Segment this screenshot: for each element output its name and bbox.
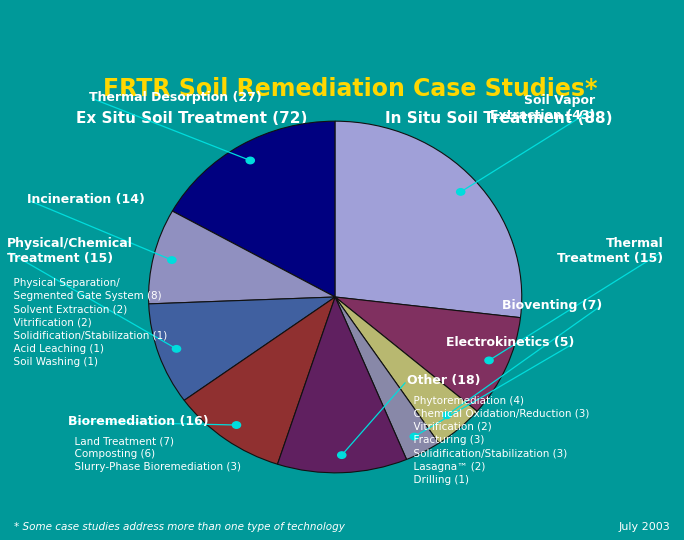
- Text: Thermal Desorption (27): Thermal Desorption (27): [89, 91, 262, 104]
- Wedge shape: [278, 297, 406, 473]
- Wedge shape: [335, 121, 522, 318]
- Wedge shape: [184, 297, 335, 464]
- Text: * Some case studies address more than one type of technology: * Some case studies address more than on…: [14, 522, 345, 532]
- Wedge shape: [335, 297, 439, 460]
- Text: Phytoremediation (4)
  Chemical Oxidation/Reduction (3)
  Vitrification (2)
  Fr: Phytoremediation (4) Chemical Oxidation/…: [407, 395, 590, 485]
- Wedge shape: [148, 211, 335, 304]
- Text: Bioremediation (16): Bioremediation (16): [68, 415, 209, 428]
- Wedge shape: [172, 121, 335, 297]
- Wedge shape: [335, 297, 521, 411]
- Text: Physical/Chemical
Treatment (15): Physical/Chemical Treatment (15): [7, 237, 133, 265]
- Text: Physical Separation/
  Segmented Gate System (8)
  Solvent Extraction (2)
  Vitr: Physical Separation/ Segmented Gate Syst…: [7, 278, 167, 367]
- Wedge shape: [335, 297, 477, 443]
- Text: Ex Situ Soil Treatment (72): Ex Situ Soil Treatment (72): [76, 111, 307, 125]
- Text: July 2003: July 2003: [618, 522, 670, 532]
- Text: Incineration (14): Incineration (14): [27, 193, 145, 206]
- Text: Other (18): Other (18): [407, 374, 480, 387]
- Text: Land Treatment (7)
  Composting (6)
  Slurry-Phase Bioremediation (3): Land Treatment (7) Composting (6) Slurry…: [68, 436, 241, 472]
- Text: Bioventing (7): Bioventing (7): [501, 299, 602, 312]
- Text: Thermal
Treatment (15): Thermal Treatment (15): [557, 237, 663, 265]
- Text: Soil Vapor
Extraction (43): Soil Vapor Extraction (43): [490, 94, 595, 122]
- Text: Electrokinetics (5): Electrokinetics (5): [446, 336, 575, 349]
- Wedge shape: [148, 297, 335, 400]
- Text: In Situ Soil Treatment (88): In Situ Soil Treatment (88): [385, 111, 613, 125]
- Text: FRTR Soil Remediation Case Studies*: FRTR Soil Remediation Case Studies*: [103, 77, 598, 102]
